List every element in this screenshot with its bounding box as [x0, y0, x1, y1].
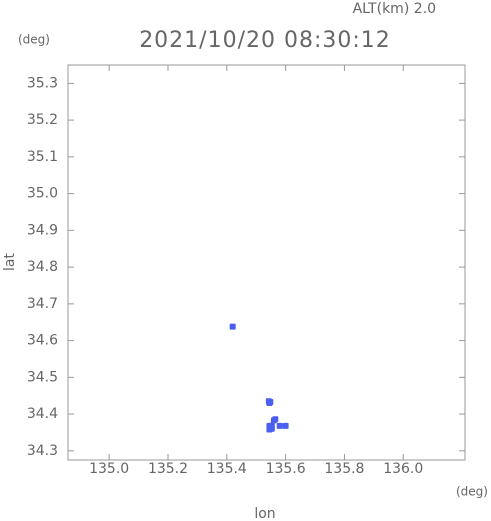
y-tick-label: 35.1: [27, 149, 58, 165]
y-tick-label: 34.6: [27, 333, 58, 349]
y-unit: (deg): [18, 33, 50, 47]
point: [276, 422, 283, 429]
point: [270, 417, 277, 424]
x-tick-label: 135.0: [89, 461, 129, 477]
subtitle: ALT(km) 2.0: [353, 1, 436, 17]
y-tick-label: 35.0: [27, 186, 58, 202]
x-tick-label: 136.0: [383, 461, 423, 477]
y-tick-label: 34.3: [27, 443, 58, 459]
point: [266, 400, 273, 407]
x-tick-label: 135.2: [148, 461, 188, 477]
chart-title: 2021/10/20 08:30:12: [139, 28, 391, 53]
y-tick-label: 34.9: [27, 222, 58, 238]
point: [229, 323, 236, 330]
y-axis-label: lat: [2, 253, 18, 271]
point: [267, 424, 274, 431]
y-tick-label: 34.4: [27, 406, 58, 422]
y-tick-label: 35.3: [27, 75, 58, 91]
y-tick-label: 34.7: [27, 296, 58, 312]
x-tick-label: 135.8: [324, 461, 364, 477]
y-tick-label: 35.2: [27, 112, 58, 128]
point: [282, 422, 289, 429]
y-tick-label: 34.5: [27, 369, 58, 385]
x-tick-label: 135.6: [266, 461, 306, 477]
plot-frame: [67, 64, 466, 461]
x-axis-label: lon: [254, 506, 275, 521]
x-tick-label: 135.4: [207, 461, 247, 477]
y-tick-label: 34.8: [27, 259, 58, 275]
x-unit: (deg): [456, 485, 488, 499]
